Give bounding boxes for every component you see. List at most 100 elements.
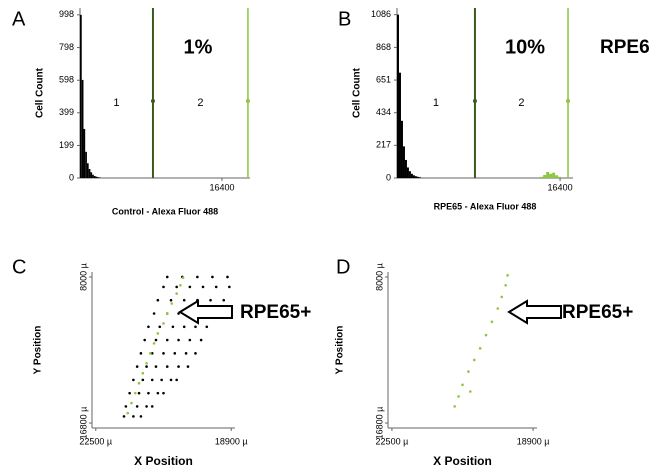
scatter-point — [156, 391, 160, 395]
y-axis-title: Cell Count — [35, 67, 46, 118]
scatter-point — [152, 312, 156, 315]
scatter-point — [156, 298, 160, 302]
y-tick-label: 8000 µ — [374, 263, 384, 291]
scatter-point — [175, 292, 178, 295]
scatter-point — [149, 352, 152, 355]
panel-letter: D — [336, 256, 350, 278]
histogram-bar — [406, 167, 409, 178]
scatter-point — [162, 285, 165, 289]
panel-letter: C — [12, 256, 26, 278]
scatter-point — [165, 365, 169, 368]
x-axis-title: X Position — [134, 454, 193, 468]
scatter-point — [162, 391, 165, 395]
scatter-point — [156, 332, 160, 335]
histogram-bar — [97, 177, 100, 178]
scatter-point — [467, 370, 470, 373]
x-axis-title: X Position — [433, 454, 492, 468]
scatter-point — [133, 391, 137, 395]
gate-label: 2 — [197, 97, 203, 109]
scatter-point — [154, 338, 158, 342]
scatter-point — [184, 352, 188, 355]
scatter-point — [135, 405, 139, 408]
scatter-point — [175, 285, 178, 289]
histogram-bar — [88, 169, 91, 178]
scatter-point — [165, 312, 169, 315]
scatter-point — [188, 285, 192, 289]
histogram-bar — [416, 176, 419, 178]
y-tick-label: 0 — [69, 172, 74, 182]
y-tick-label: 434 — [376, 107, 391, 117]
x-tick-label: 16400 — [548, 182, 573, 192]
x-tick-label: 18900 µ — [215, 436, 248, 446]
percent-label: 1% — [184, 36, 213, 58]
scatter-point — [496, 307, 500, 310]
histogram-bar — [546, 171, 550, 178]
histogram-bar — [543, 174, 547, 178]
histogram-bar — [412, 175, 415, 178]
histogram-bar — [81, 79, 84, 178]
scatter-point — [162, 352, 165, 355]
scatter-point — [461, 383, 464, 387]
scatter-point — [128, 391, 131, 395]
scatter-point — [150, 405, 154, 408]
x-tick-label: 22500 µ — [376, 436, 409, 446]
scatter-point — [478, 347, 482, 350]
scatter-point — [211, 275, 214, 279]
scatter-point — [158, 325, 162, 329]
panel-letter: A — [12, 8, 26, 30]
y-tick-label: 199 — [59, 140, 74, 150]
histogram-bar — [410, 173, 413, 178]
scatter-point — [169, 378, 173, 382]
scatter-point — [173, 352, 177, 355]
histogram-bar — [400, 120, 403, 178]
histogram-bar — [402, 146, 405, 178]
histogram-bar — [92, 174, 94, 178]
scatter-point — [186, 365, 190, 368]
scatter-point — [170, 302, 174, 305]
histogram-bar — [85, 151, 87, 178]
histogram-bar — [86, 163, 89, 178]
annotation: RPE65+ — [600, 37, 649, 58]
scatter-point — [165, 338, 169, 342]
histogram-bar — [552, 172, 556, 178]
histogram-bar — [404, 159, 407, 178]
scatter-point — [196, 275, 199, 279]
scatter-point — [135, 365, 139, 368]
scatter-point — [484, 333, 488, 337]
x-axis-title: RPE65 - Alexa Fluor 488 — [434, 201, 537, 211]
scatter-point — [194, 325, 197, 329]
gate-handle — [150, 99, 155, 103]
histogram-bar — [549, 173, 553, 178]
scatter-point — [222, 298, 226, 302]
histogram-bar — [90, 172, 93, 178]
scatter-point — [181, 276, 185, 280]
histogram-bar — [540, 176, 544, 178]
scatter-point — [165, 275, 169, 279]
gate-label: 1 — [433, 97, 439, 109]
panel-letter: B — [338, 8, 351, 30]
y-tick-label: 0 — [386, 172, 391, 182]
scatter-point — [154, 365, 158, 368]
scatter-point — [132, 378, 135, 382]
scatter-point — [143, 338, 146, 342]
scatter-point — [453, 405, 456, 408]
scatter-point — [137, 391, 141, 395]
y-tick-label: 1086 — [371, 9, 391, 19]
scatter-point — [141, 378, 145, 382]
y-tick-label: 16800 µ — [78, 407, 88, 440]
histogram-bar — [83, 128, 86, 178]
scatter-point — [490, 320, 494, 324]
x-tick-label: 22500 µ — [79, 436, 112, 446]
histogram-bar — [408, 171, 411, 178]
histogram-bar — [80, 14, 82, 178]
y-tick-label: 16800 µ — [374, 407, 384, 440]
scatter-point — [500, 295, 504, 299]
histogram-bar — [397, 14, 399, 178]
scatter-point — [177, 365, 180, 368]
scatter-point — [145, 365, 148, 368]
arrow — [178, 299, 233, 325]
scatter-point — [137, 381, 141, 385]
scatter-point — [209, 298, 212, 302]
y-axis-title: Y Position — [33, 326, 44, 375]
scatter-point — [139, 415, 143, 418]
